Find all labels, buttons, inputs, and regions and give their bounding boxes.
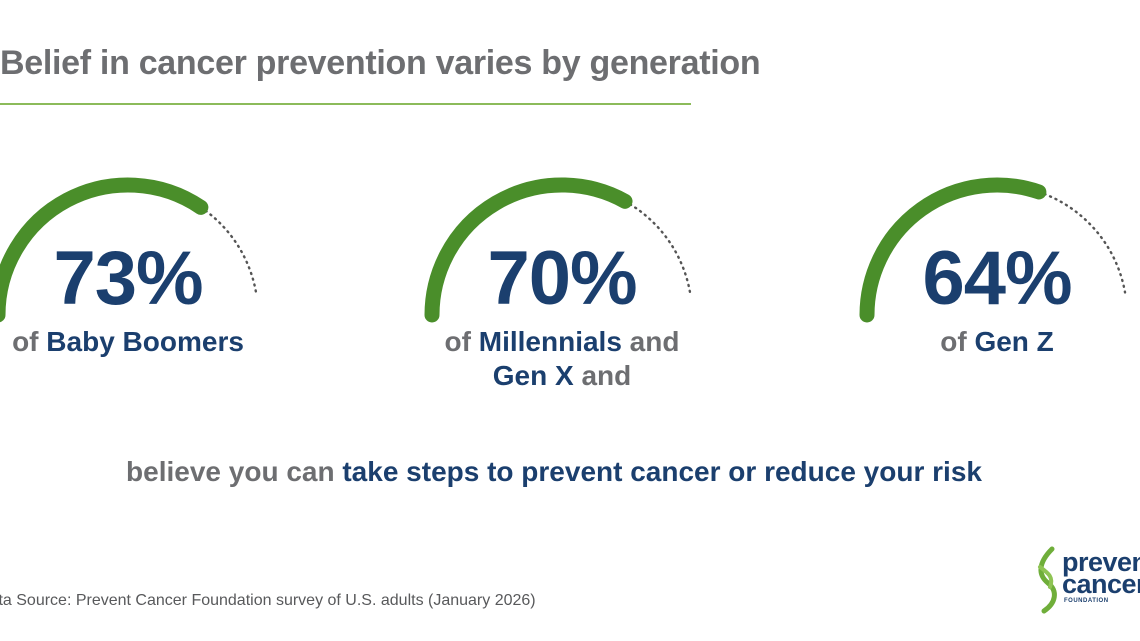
label-prefix: of <box>940 326 975 357</box>
label-group: Gen Z <box>974 326 1054 357</box>
gauge-group-label: of Millennials and Gen X and <box>392 325 732 393</box>
gauge-arc-baby-boomers <box>0 177 258 323</box>
label-group: Millennials <box>478 326 622 357</box>
gauge-remaining-arc <box>623 200 692 294</box>
gauge-millennials-gen-x: 70% of Millennials and Gen X and <box>412 165 712 405</box>
gauge-value-label: 70% <box>487 236 637 321</box>
prevent-cancer-logo: prevent cancer FOUNDATION <box>1034 545 1140 615</box>
gauge-value-label: 73% <box>53 236 203 321</box>
gauge-remaining-arc <box>199 206 258 294</box>
gauge-arc-millennials-gen-x <box>424 177 692 323</box>
label-prefix: of <box>12 326 47 357</box>
label-group-2: Gen X <box>492 360 574 391</box>
gauge-baby-boomers: 73% of Baby Boomers <box>0 165 278 405</box>
label-suffix-2: and <box>573 360 632 391</box>
gauge-value-arc <box>859 177 1047 323</box>
logo-word-foundation: FOUNDATION <box>1064 598 1109 604</box>
label-suffix: and <box>621 326 680 357</box>
statement-lead: believe you can <box>126 456 343 487</box>
gauge-group-label: of Gen Z <box>827 325 1140 359</box>
statement-highlight: take steps to prevent cancer or reduce y… <box>342 456 982 487</box>
logo-word-prevent: prevent <box>1062 547 1140 577</box>
ribbon-icon <box>1038 546 1057 614</box>
gauge-value-label: 64% <box>922 236 1072 321</box>
title-divider <box>0 103 691 105</box>
gauge-remaining-arc <box>1037 190 1127 294</box>
logo-word-cancer: cancer <box>1062 569 1140 599</box>
gauge-arc-gen-z <box>859 177 1127 323</box>
summary-statement: believe you can take steps to prevent ca… <box>0 456 1108 488</box>
gauge-gen-z: 64% of Gen Z <box>847 165 1140 405</box>
chart-title: Belief in cancer prevention varies by ge… <box>0 44 761 82</box>
label-prefix: of <box>444 326 479 357</box>
gauge-value-arc <box>424 177 633 323</box>
gauge-value-arc <box>0 177 209 323</box>
label-group: Baby Boomers <box>46 326 244 357</box>
data-source-note: Data Source: Prevent Cancer Foundation s… <box>0 592 536 609</box>
gauge-group-label: of Baby Boomers <box>0 325 298 359</box>
